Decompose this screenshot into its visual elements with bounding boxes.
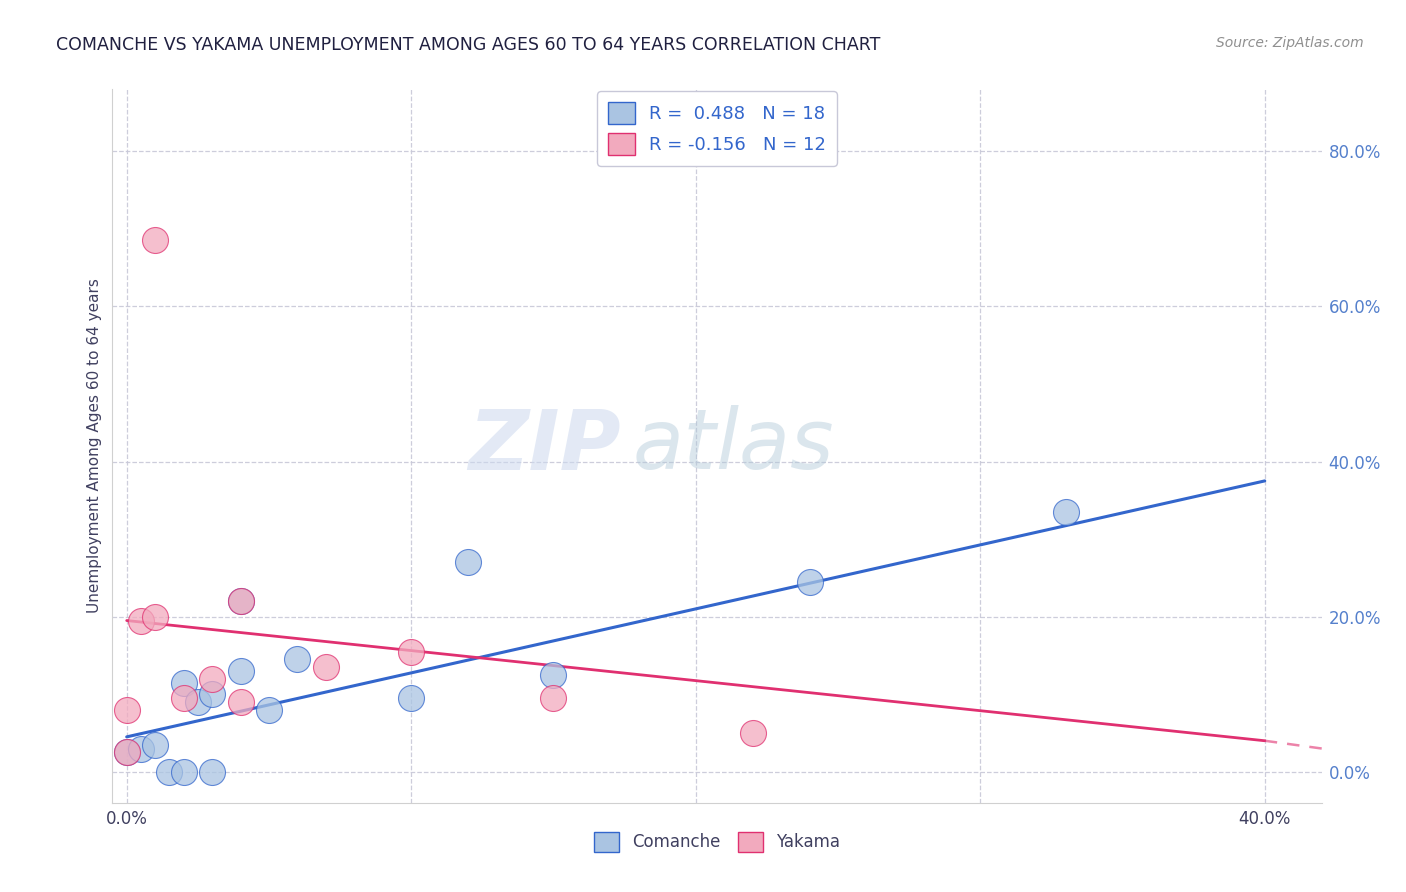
Point bbox=[129, 741, 152, 756]
Point bbox=[229, 695, 252, 709]
Point bbox=[201, 672, 224, 686]
Point bbox=[287, 652, 309, 666]
Point bbox=[229, 594, 252, 608]
Point bbox=[799, 574, 821, 589]
Point bbox=[1054, 505, 1077, 519]
Point bbox=[399, 691, 422, 706]
Point bbox=[201, 687, 224, 701]
Y-axis label: Unemployment Among Ages 60 to 64 years: Unemployment Among Ages 60 to 64 years bbox=[87, 278, 101, 614]
Legend: Comanche, Yakama: Comanche, Yakama bbox=[588, 825, 846, 859]
Point bbox=[187, 695, 209, 709]
Point bbox=[543, 691, 565, 706]
Point bbox=[173, 691, 195, 706]
Point bbox=[315, 660, 337, 674]
Text: atlas: atlas bbox=[633, 406, 834, 486]
Text: Source: ZipAtlas.com: Source: ZipAtlas.com bbox=[1216, 36, 1364, 50]
Point bbox=[229, 594, 252, 608]
Point bbox=[457, 555, 479, 569]
Point bbox=[741, 726, 763, 740]
Point bbox=[115, 703, 138, 717]
Point bbox=[115, 745, 138, 759]
Point bbox=[143, 609, 166, 624]
Point bbox=[257, 703, 280, 717]
Point bbox=[543, 668, 565, 682]
Point bbox=[115, 745, 138, 759]
Point bbox=[143, 234, 166, 248]
Point bbox=[173, 764, 195, 779]
Text: ZIP: ZIP bbox=[468, 406, 620, 486]
Text: COMANCHE VS YAKAMA UNEMPLOYMENT AMONG AGES 60 TO 64 YEARS CORRELATION CHART: COMANCHE VS YAKAMA UNEMPLOYMENT AMONG AG… bbox=[56, 36, 880, 54]
Point bbox=[173, 675, 195, 690]
Point bbox=[129, 614, 152, 628]
Point bbox=[157, 764, 180, 779]
Point bbox=[143, 738, 166, 752]
Point bbox=[399, 644, 422, 658]
Point bbox=[201, 764, 224, 779]
Point bbox=[229, 664, 252, 678]
